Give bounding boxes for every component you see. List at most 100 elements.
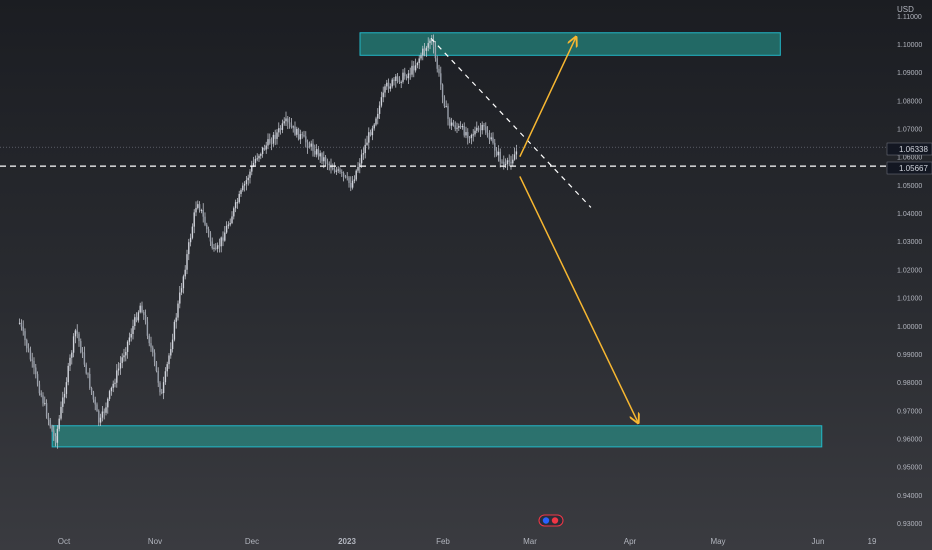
y-tick-label: 1.03000: [897, 239, 922, 246]
candle-body: [398, 78, 401, 83]
candle-body: [157, 370, 159, 383]
candle-body: [119, 362, 122, 369]
candle-body: [350, 182, 352, 188]
candle-body: [351, 180, 354, 188]
candle-body: [240, 190, 242, 194]
y-tick-label: 1.04000: [897, 211, 922, 218]
time-axis[interactable]: Oct Nov Dec 2023 Feb Mar Apr May Jun 19: [58, 514, 877, 546]
candle-body: [195, 207, 197, 213]
y-tick-label: 1.05000: [897, 183, 922, 190]
candle-body: [134, 317, 136, 326]
candle-body: [260, 154, 262, 156]
y-tick-label: 1.07000: [897, 127, 922, 134]
candle-body: [443, 97, 446, 107]
candle-body: [382, 92, 384, 98]
candle-body: [191, 226, 194, 238]
candle-body: [254, 159, 257, 164]
zone: [51, 425, 823, 448]
candle-body: [427, 43, 429, 48]
candle-body: [314, 150, 316, 155]
candle-body: [420, 55, 422, 59]
candle-body: [490, 137, 492, 140]
candle-body: [380, 97, 383, 106]
candle-body: [80, 341, 82, 353]
x-tick-label: Dec: [245, 537, 259, 546]
candle-body: [63, 393, 66, 398]
candle-body: [188, 242, 190, 255]
candle-body: [141, 305, 143, 313]
candle-body: [405, 76, 408, 79]
candle-body: [344, 176, 347, 178]
candle-body: [454, 125, 456, 129]
candle-body: [85, 364, 87, 374]
candle-body: [449, 118, 451, 126]
candle-body: [243, 184, 246, 186]
candle-body: [416, 62, 419, 66]
candle-body: [99, 417, 102, 423]
candle-body: [452, 122, 455, 126]
candle-body: [54, 436, 57, 443]
candle-body: [159, 382, 161, 393]
candle-body: [371, 128, 374, 136]
trendline: [430, 37, 592, 208]
candle-body: [346, 176, 348, 178]
candle-body: [26, 340, 28, 349]
candle-body: [132, 325, 134, 335]
candle-body: [479, 129, 482, 131]
candle-body: [414, 65, 417, 71]
candle-body: [355, 170, 357, 180]
candle-body: [18, 322, 21, 324]
candle-body: [53, 430, 55, 437]
candle-body: [249, 171, 251, 178]
candle-body: [58, 418, 60, 429]
candle-body: [387, 82, 390, 89]
y-tick-label: 1.11000: [897, 14, 922, 21]
candle-body: [348, 177, 350, 183]
candle-body: [261, 147, 264, 155]
candle-body: [360, 154, 363, 164]
y-tick-label: 1.00000: [897, 324, 922, 331]
candle-body: [276, 132, 278, 139]
candle-body: [207, 229, 210, 234]
candle-body: [440, 73, 442, 85]
candle-body: [299, 134, 302, 140]
candle-body: [62, 397, 64, 407]
candle-body: [189, 237, 192, 243]
candle-body: [36, 374, 39, 385]
candle-body: [341, 171, 343, 174]
candle-body: [375, 118, 377, 125]
y-tick-label: 1.02000: [897, 267, 922, 274]
candle-body: [144, 314, 147, 322]
candle-body: [227, 224, 230, 226]
price-axis[interactable]: USD 1.11000 1.10000 1.09000 1.08000 1.07000 1…: [886, 5, 932, 528]
candle-body: [438, 68, 440, 74]
candle-body: [231, 216, 233, 224]
candle-body: [368, 132, 370, 143]
candle-body: [117, 368, 120, 371]
arrow-down: [519, 176, 638, 423]
candle-body: [162, 382, 165, 394]
candle-body: [323, 157, 325, 162]
candle-body: [78, 333, 80, 342]
candle-body: [339, 169, 341, 172]
candle-body: [337, 169, 339, 171]
candle-body: [164, 371, 167, 383]
candle-body: [285, 118, 287, 122]
candle-body: [274, 134, 276, 139]
candle-body: [177, 303, 179, 318]
candle-body: [301, 134, 303, 136]
candle-body: [238, 193, 240, 203]
logo-icon[interactable]: [538, 514, 564, 527]
candle-body: [321, 153, 323, 162]
y-tick-label: 0.99000: [897, 352, 922, 359]
candle-body: [459, 125, 462, 128]
candle-body: [515, 151, 518, 155]
level-price-tag: 1.05667: [886, 161, 932, 175]
candle-body: [393, 79, 395, 81]
candle-body: [33, 360, 35, 368]
candle-body: [488, 136, 491, 140]
candle-body: [197, 204, 199, 208]
candle-body: [224, 232, 226, 241]
candle-body: [317, 149, 320, 157]
